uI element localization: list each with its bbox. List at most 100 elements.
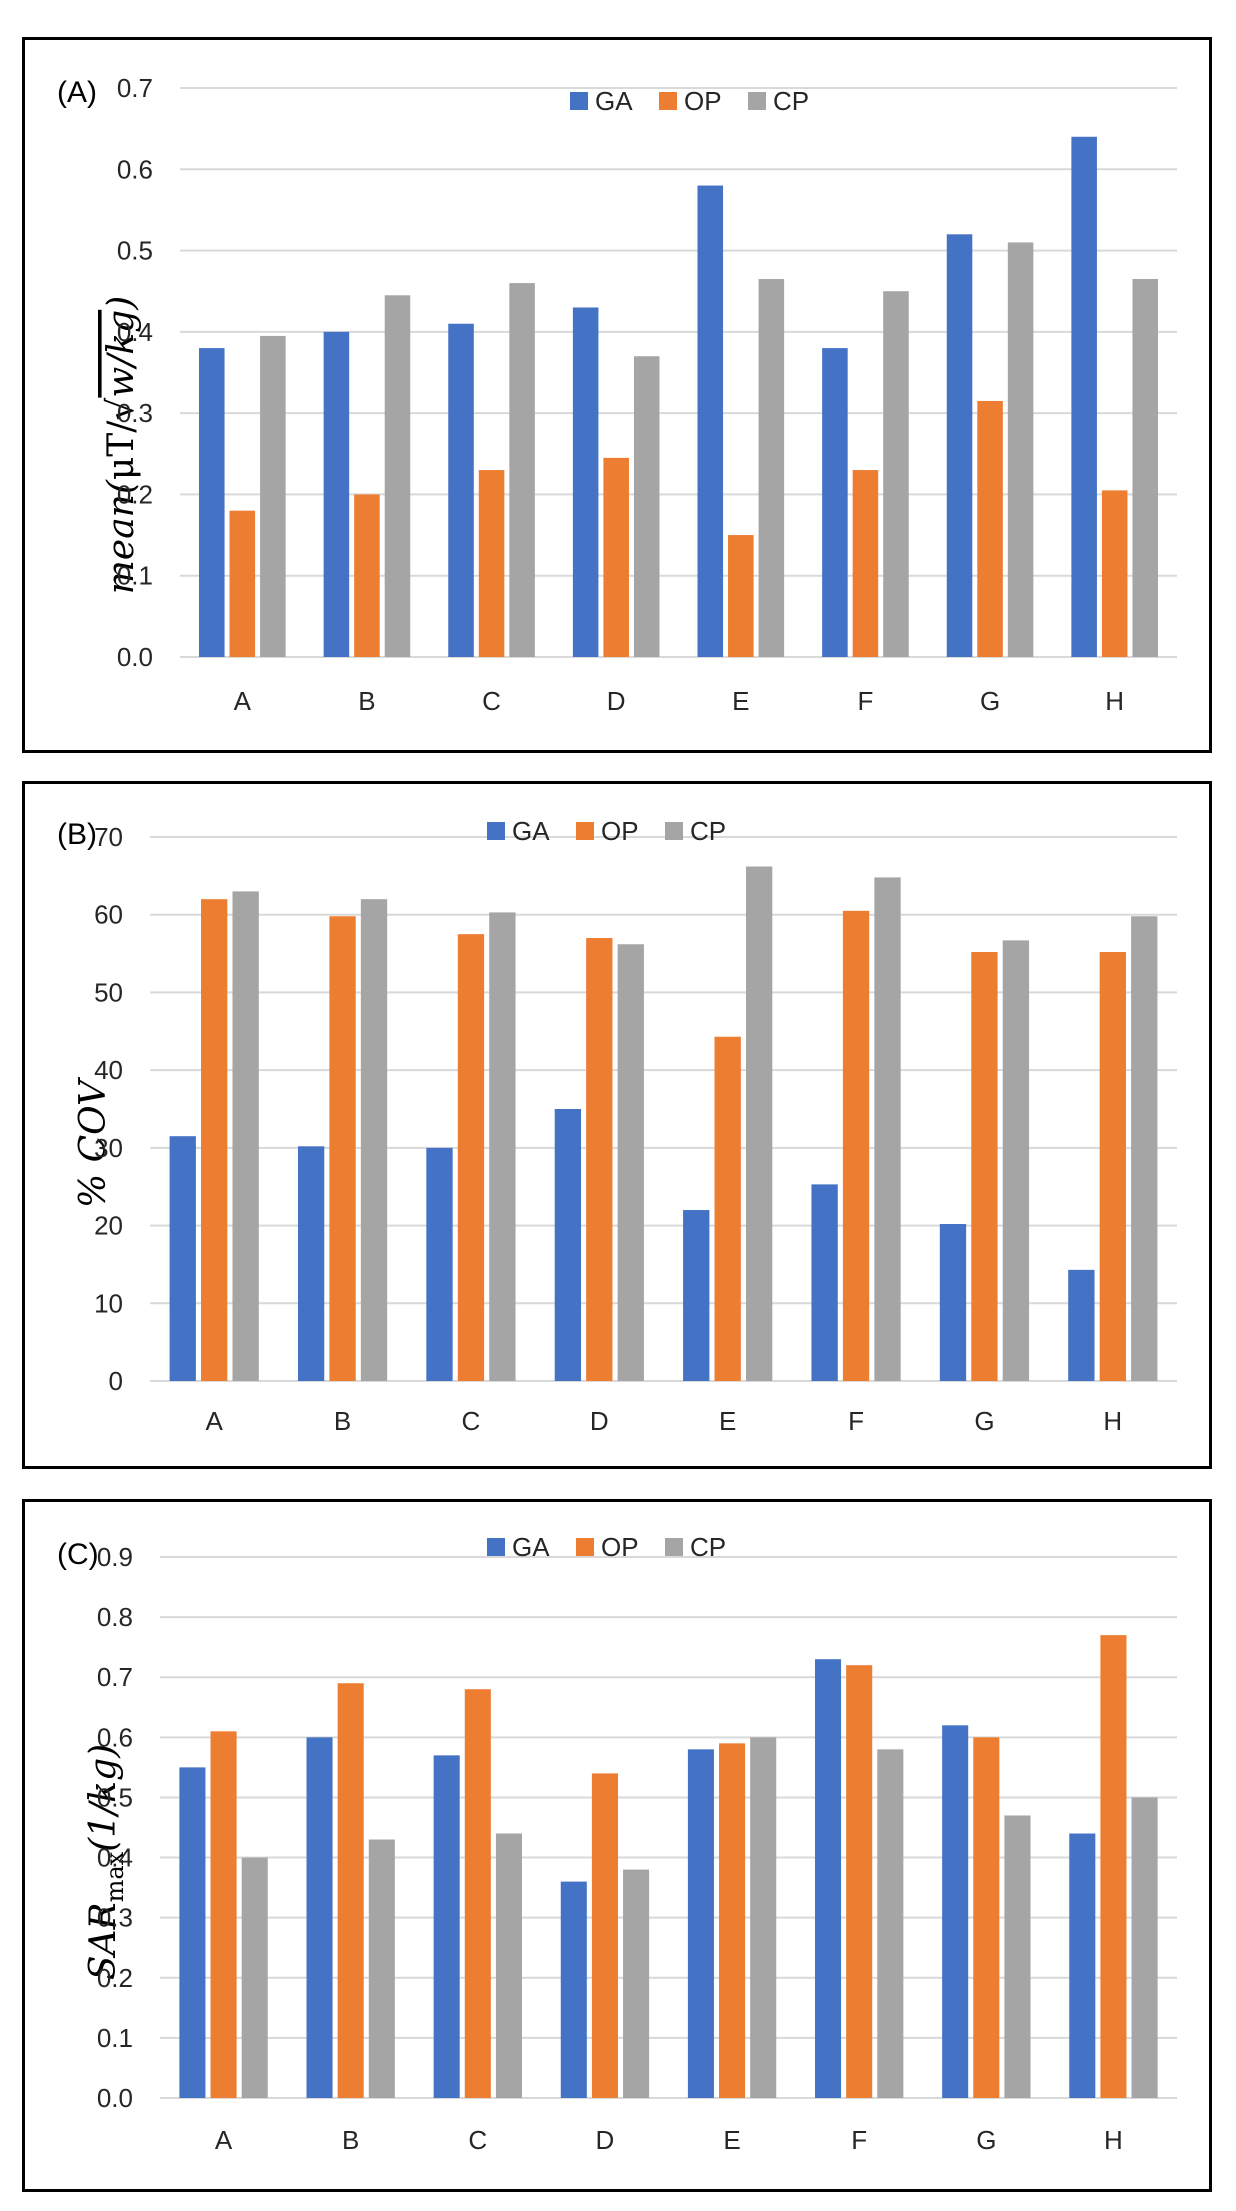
y-axis-label: % COV xyxy=(73,1076,114,1208)
legend-swatch-ga xyxy=(487,1538,505,1556)
y-label-unit: μT/ xyxy=(101,420,142,480)
y-label-tail: (1/kg) xyxy=(83,1744,124,1852)
y-tick-label: 0.5 xyxy=(97,1782,133,1812)
legend-swatch-ga xyxy=(487,822,505,840)
bar-op-e xyxy=(714,1036,741,1381)
legend-label-cp: CP xyxy=(690,1532,726,1562)
bar-ga-d xyxy=(554,1109,582,1381)
bar-cp-f xyxy=(883,291,909,657)
x-tick-label: D xyxy=(607,686,626,716)
bar-ga-b xyxy=(297,1146,325,1381)
bar-cp-e xyxy=(750,1737,777,2098)
bar-cp-h xyxy=(1132,279,1158,657)
bar-ga-h xyxy=(1069,1833,1096,2098)
y-tick-label: 0.9 xyxy=(97,1542,133,1572)
x-tick-label: G xyxy=(980,686,1000,716)
bar-ga-d xyxy=(560,1881,587,2098)
y-tick-label: 0 xyxy=(109,1366,123,1396)
bar-ga-e xyxy=(687,1749,714,2098)
bar-ga-c xyxy=(448,323,474,657)
y-label-root: w/kg xyxy=(101,310,142,398)
x-tick-label: D xyxy=(590,1406,609,1436)
bar-op-a xyxy=(229,510,256,657)
bar-ga-g xyxy=(946,234,973,658)
bar-cp-g xyxy=(1002,940,1030,1381)
y-tick-label: 40 xyxy=(94,1055,123,1085)
bar-ga-f xyxy=(815,1659,842,2098)
y-tick-label: 0.4 xyxy=(97,1843,133,1873)
bar-ga-g xyxy=(942,1725,969,2098)
bar-cp-a xyxy=(241,1857,268,2098)
bar-op-b xyxy=(354,494,380,657)
bar-op-d xyxy=(603,457,629,657)
x-tick-label: C xyxy=(468,2125,487,2155)
x-tick-label: H xyxy=(1103,1406,1122,1436)
legend-swatch-ga xyxy=(570,92,588,110)
legend-label-cp: CP xyxy=(690,816,726,846)
bar-ga-f xyxy=(811,1184,838,1381)
bar-op-h xyxy=(1101,490,1128,657)
y-tick-label: 0.1 xyxy=(117,561,153,591)
x-tick-label: G xyxy=(974,1406,994,1436)
legend-label-ga: GA xyxy=(595,86,633,116)
bar-ga-a xyxy=(169,1136,196,1381)
bar-ga-b xyxy=(323,331,350,657)
y-label-main: SAR xyxy=(83,1902,124,1980)
bar-cp-a xyxy=(260,335,286,657)
bar-cp-d xyxy=(623,1869,650,2098)
bar-cp-h xyxy=(1131,916,1158,1381)
x-tick-label: D xyxy=(596,2125,615,2155)
x-tick-label: E xyxy=(719,1406,736,1436)
panel-label: (A) xyxy=(57,76,97,109)
x-tick-label: A xyxy=(206,1406,224,1436)
y-tick-label: 0.3 xyxy=(97,1903,133,1933)
bar-cp-h xyxy=(1131,1797,1158,2098)
chart-panel-a: (A) mean(μT/√w/kg) 0.0 0.1 0.2 0.3 0.4 0.5 0.6… xyxy=(22,37,1212,753)
x-tick-label: B xyxy=(358,686,375,716)
x-tick-label: A xyxy=(234,686,252,716)
bar-cp-e xyxy=(745,866,773,1381)
bar-op-f xyxy=(846,1665,873,2098)
plot-area: 0.0 0.1 0.2 0.3 0.4 0.5 0.6 0.7 0.8 0.9 A B C D E F G H GA… xyxy=(97,1532,1177,2155)
y-label-sub: max xyxy=(101,1851,129,1902)
bar-op-c xyxy=(478,470,505,657)
bar-op-c xyxy=(457,934,485,1381)
bar-cp-c xyxy=(509,283,535,657)
bar-ga-e xyxy=(697,185,724,658)
y-axis-label: SARmax(1/kg) xyxy=(83,1744,129,1980)
x-tick-label: C xyxy=(462,1406,481,1436)
bar-op-e xyxy=(719,1743,746,2098)
legend-label-op: OP xyxy=(601,1532,639,1562)
y-tick-label: 60 xyxy=(94,900,123,930)
bar-op-a xyxy=(201,899,228,1381)
bar-cp-d xyxy=(617,944,644,1381)
legend-swatch-op xyxy=(576,1538,594,1556)
legend-swatch-cp xyxy=(748,92,766,110)
x-tick-label: F xyxy=(857,686,873,716)
bar-cp-g xyxy=(1007,242,1034,657)
bar-op-b xyxy=(329,916,356,1381)
bar-ga-d xyxy=(572,307,599,657)
panel-label: (C) xyxy=(57,1538,99,1571)
bar-op-g xyxy=(971,952,998,1381)
bar-ga-c xyxy=(426,1147,453,1381)
bar-ga-e xyxy=(683,1210,710,1381)
x-tick-label: E xyxy=(732,686,749,716)
x-tick-label: G xyxy=(976,2125,996,2155)
bar-ga-a xyxy=(179,1767,206,2098)
y-label-suffix: ) xyxy=(101,296,142,311)
bar-op-d xyxy=(586,938,613,1381)
x-tick-label: F xyxy=(851,2125,867,2155)
bar-cp-c xyxy=(489,912,516,1381)
bar-op-b xyxy=(337,1683,364,2098)
bar-op-c xyxy=(464,1689,491,2098)
bar-op-e xyxy=(728,535,754,657)
legend-swatch-cp xyxy=(665,822,683,840)
y-tick-label: 0.7 xyxy=(97,1662,133,1692)
bar-op-h xyxy=(1099,952,1126,1381)
x-tick-label: C xyxy=(482,686,501,716)
y-tick-label: 0.2 xyxy=(97,1963,133,1993)
x-tick-label: B xyxy=(342,2125,359,2155)
x-tick-label: H xyxy=(1104,2125,1123,2155)
bar-cp-b xyxy=(368,1839,395,2098)
